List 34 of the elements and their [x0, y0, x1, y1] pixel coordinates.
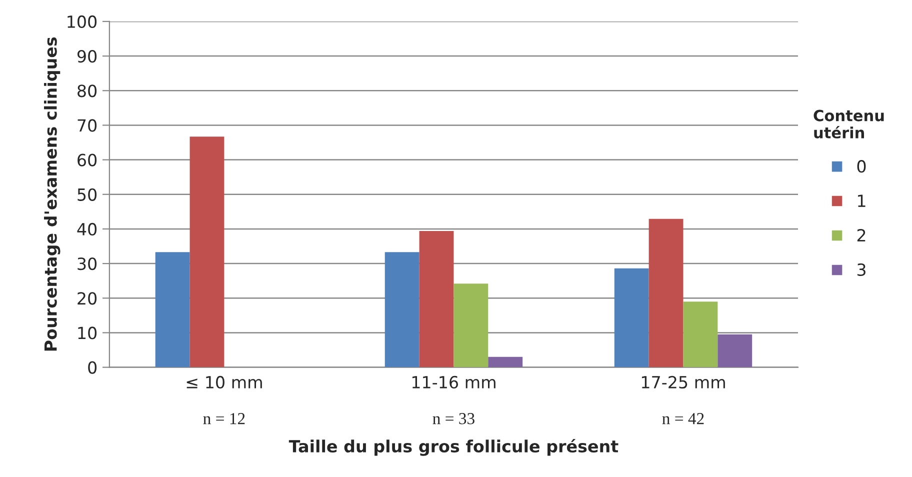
bar — [614, 268, 649, 368]
x-axis-title: Taille du plus gros follicule présent — [288, 438, 618, 456]
x-tick-label: ≤ 10 mm — [186, 376, 262, 389]
legend-label: 1 — [858, 194, 866, 207]
bar — [454, 284, 488, 368]
y-tick-label: 40 — [77, 222, 97, 236]
legend-label: 2 — [857, 228, 866, 242]
y-tick-label: 30 — [78, 258, 97, 270]
bar — [155, 252, 190, 368]
y-axis-title: Pourcentage d'examens cliniques — [44, 37, 60, 351]
x-tick-label: 17-25 mm — [642, 376, 725, 389]
bar — [718, 334, 752, 368]
text: n = 33 — [432, 413, 474, 424]
text: n = 42 — [662, 413, 704, 424]
bar — [683, 302, 718, 368]
x-tick-label: 11-16 mm — [412, 376, 496, 389]
bar — [190, 136, 224, 368]
y-tick-label: 10 — [78, 326, 97, 340]
y-tick-label: 100 — [68, 15, 97, 28]
text: n = 12 — [203, 413, 245, 424]
bar — [419, 231, 454, 368]
legend-title: Contenu utérin — [814, 110, 884, 138]
legend-label: 3 — [857, 263, 866, 276]
y-tick-label: 50 — [78, 188, 97, 201]
y-tick-label: 20 — [78, 292, 97, 305]
bar — [384, 252, 420, 368]
legend-label: 0 — [857, 160, 866, 173]
y-tick-label: 0 — [88, 361, 97, 374]
y-tick-label: 90 — [77, 50, 97, 63]
bar — [648, 218, 684, 368]
bar — [488, 356, 523, 368]
y-tick-label: 70 — [78, 119, 97, 132]
y-tick-label: 60 — [78, 154, 97, 166]
y-tick-label: 80 — [78, 84, 97, 98]
